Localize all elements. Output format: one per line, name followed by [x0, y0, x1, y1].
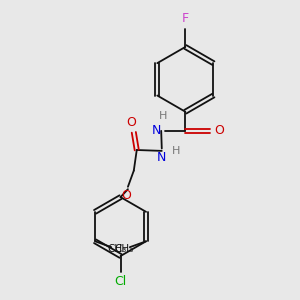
Text: CH₃: CH₃ [114, 244, 134, 254]
Text: CH₃: CH₃ [108, 244, 127, 254]
Text: N: N [157, 151, 167, 164]
Text: H: H [159, 111, 167, 121]
Text: Cl: Cl [114, 275, 127, 288]
Text: H: H [172, 146, 181, 157]
Text: O: O [214, 124, 224, 137]
Text: F: F [182, 12, 189, 25]
Text: N: N [152, 124, 161, 137]
Text: O: O [127, 116, 136, 129]
Text: O: O [122, 189, 131, 202]
